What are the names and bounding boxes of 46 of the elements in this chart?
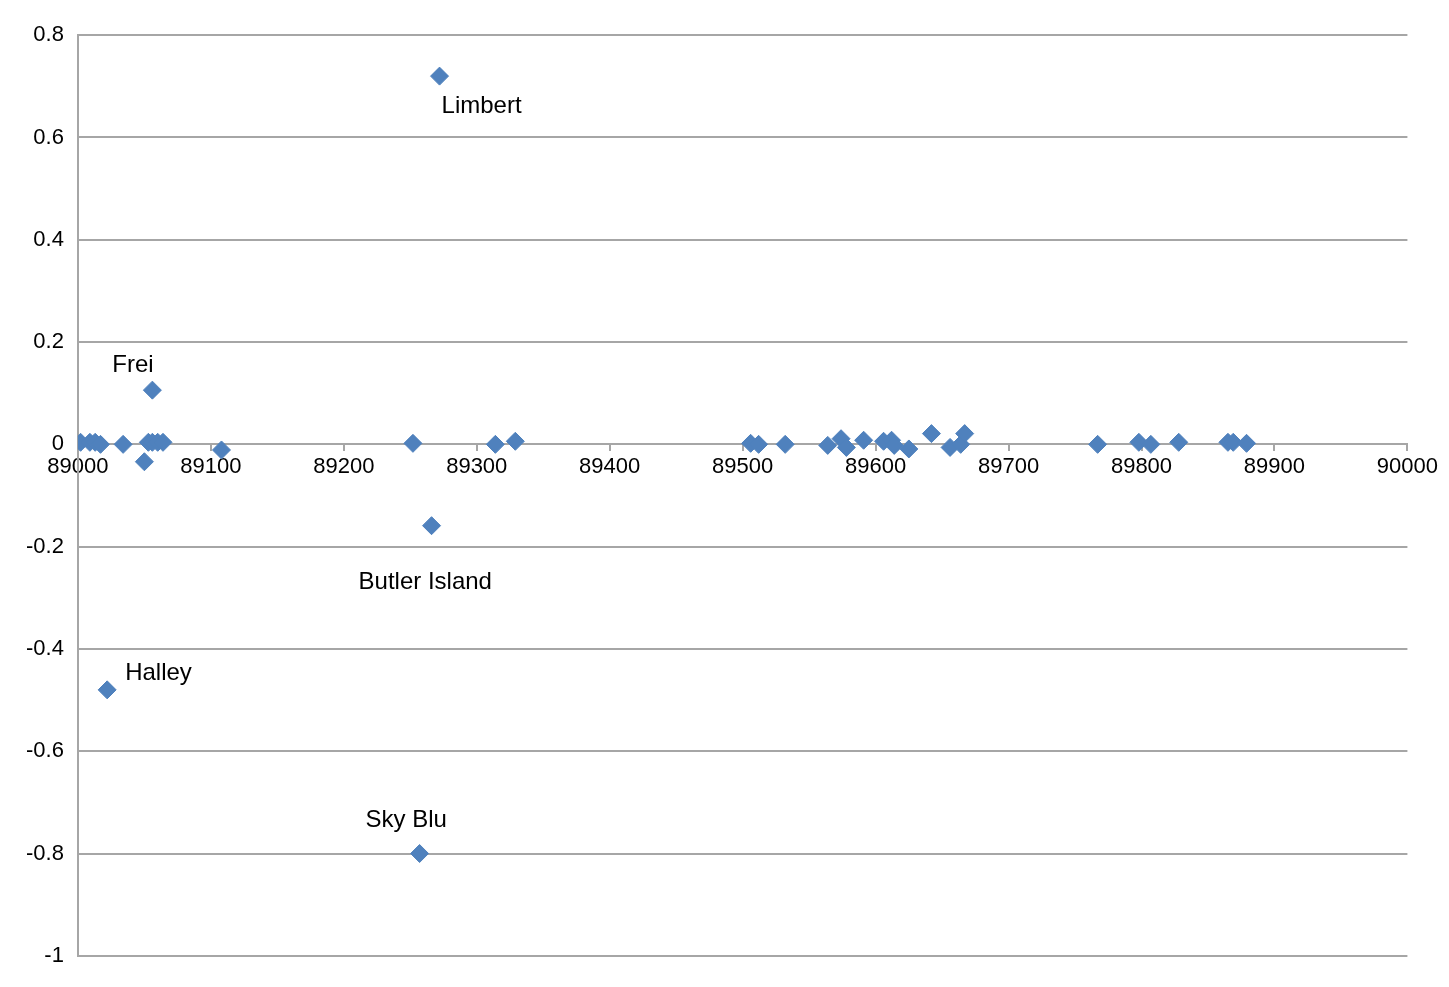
- point: [430, 66, 450, 86]
- point: [1088, 434, 1108, 454]
- annotation: Sky Blu: [365, 805, 447, 833]
- x-tick-label: 89700: [977, 452, 1040, 478]
- point: [1141, 434, 1161, 454]
- point: [921, 424, 941, 444]
- x-tick-label: 89200: [313, 452, 375, 478]
- point: [134, 452, 154, 472]
- y-tick-label: -0.4: [25, 635, 64, 660]
- point: [422, 516, 442, 536]
- x-tick-label: 89300: [446, 452, 508, 478]
- point: [854, 430, 874, 450]
- x-tick-label: 89900: [1243, 452, 1306, 478]
- x-tick-label: 89600: [845, 452, 907, 478]
- point: [212, 440, 231, 460]
- x-tick-label: 89100: [180, 452, 242, 478]
- point: [775, 434, 795, 454]
- y-tick-label: -0.2: [25, 532, 64, 558]
- point: [899, 439, 919, 459]
- y-tick-label: 0.2: [33, 328, 64, 354]
- point: [97, 680, 117, 700]
- y-tick-label: -0.8: [25, 839, 64, 865]
- point: [836, 437, 856, 457]
- x-tick-label: 89400: [579, 452, 641, 478]
- annotation: Frei: [112, 349, 154, 377]
- y-tick-label: -1: [44, 941, 64, 967]
- y-tick-label: 0.8: [33, 21, 64, 47]
- y-tick-label: 0.6: [33, 123, 64, 149]
- annotation: Limbert: [441, 90, 522, 118]
- point: [403, 433, 423, 453]
- point: [818, 435, 838, 455]
- x-tick-label: 90000: [1376, 452, 1439, 478]
- point: [1237, 433, 1257, 453]
- annotation: Halley: [125, 658, 192, 686]
- point: [955, 424, 975, 444]
- point: [505, 431, 525, 451]
- x-tick-label: 89800: [1110, 452, 1173, 478]
- y-tick-label: 0.4: [33, 225, 64, 251]
- annotation: Butler Island: [358, 567, 492, 595]
- x-tick-label: 89500: [712, 452, 774, 478]
- point: [410, 844, 430, 864]
- point: [142, 380, 162, 400]
- point: [485, 434, 505, 454]
- point: [113, 434, 133, 454]
- point: [1169, 432, 1189, 452]
- y-tick-label: -0.6: [25, 737, 64, 763]
